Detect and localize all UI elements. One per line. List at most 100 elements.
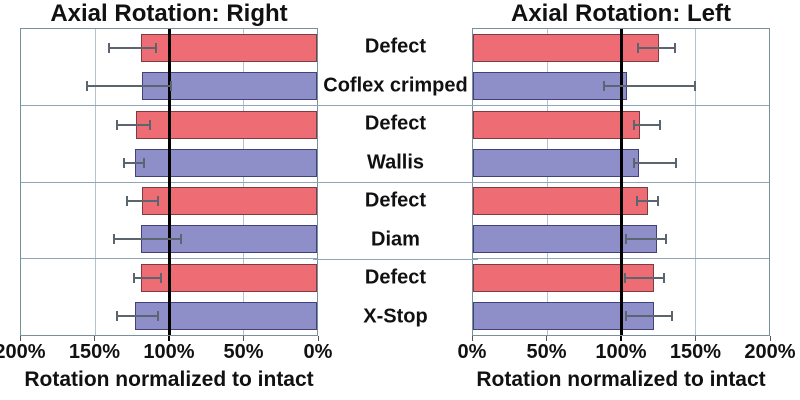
error-bar-cap-low	[123, 157, 126, 168]
chart-title-axial-rotation-right: Axial Rotation: Right	[50, 0, 288, 27]
x-axis-right-rotation: 200% 150% 100% 50% 0%	[0, 336, 332, 366]
error-bar-cap-high	[675, 157, 678, 168]
group-separator	[313, 104, 478, 106]
bar-x-stop	[473, 301, 654, 330]
error-bar-cap-low	[115, 119, 118, 130]
error-bar-line	[126, 200, 159, 203]
group-separator	[313, 258, 478, 260]
error-bar-cap-high	[694, 81, 697, 92]
error-bar-cap-high	[149, 119, 152, 130]
bar-defect	[136, 110, 317, 139]
row-label-x-stop: X-Stop	[363, 305, 428, 328]
x-axis-left-rotation: 0% 50% 100% 150% 200%	[458, 336, 796, 366]
error-bar-line	[133, 276, 162, 279]
error-bar-line	[632, 123, 661, 126]
row-label-coflex-crimped: Coflex crimped	[323, 74, 468, 97]
error-bar	[635, 196, 660, 207]
bar-coflex-crimped	[473, 72, 627, 101]
error-bar-cap-low	[623, 272, 626, 283]
error-bar	[123, 157, 146, 168]
error-bar-cap-high	[663, 272, 666, 283]
bar-defect	[473, 110, 641, 139]
error-bar-cap-low	[632, 157, 635, 168]
error-bar-cap-low	[625, 310, 628, 321]
error-bar-line	[115, 314, 159, 317]
error-bar-line	[603, 85, 697, 88]
x-tick-mark	[19, 336, 21, 341]
error-bar-cap-low	[635, 196, 638, 207]
x-tick-mark	[243, 336, 244, 341]
bar-defect	[473, 263, 654, 292]
error-bar	[603, 81, 697, 92]
error-bar	[86, 81, 172, 92]
plot-inner-left-rotation	[473, 29, 769, 335]
error-bar-cap-low	[625, 234, 628, 245]
error-bar-cap-low	[126, 196, 129, 207]
error-bar-line	[86, 85, 172, 88]
x-tick-mark	[769, 336, 771, 341]
x-tick-label: 200%	[0, 341, 46, 363]
x-tick-label: 50%	[526, 341, 567, 363]
error-bar	[112, 234, 183, 245]
bar-wallis	[134, 148, 317, 177]
row-label-defect: Defect	[364, 35, 427, 58]
x-tick-mark	[546, 336, 547, 341]
error-bar	[115, 119, 152, 130]
error-bar-line	[635, 200, 660, 203]
error-bar	[637, 43, 676, 54]
error-bar-line	[625, 238, 667, 241]
bar-defect	[473, 187, 648, 216]
error-bar-cap-high	[155, 43, 158, 54]
error-bar	[623, 272, 666, 283]
error-bar	[108, 43, 158, 54]
error-bar	[625, 310, 673, 321]
x-tick-label: 150%	[669, 341, 722, 363]
error-bar-cap-low	[115, 310, 118, 321]
x-tick-label: 150%	[68, 341, 121, 363]
error-bar-cap-high	[156, 196, 159, 207]
error-bar-cap-low	[133, 272, 136, 283]
error-bar-line	[112, 238, 183, 241]
x-tick-mark	[471, 336, 473, 341]
chart-title-axial-rotation-left: Axial Rotation: Left	[511, 0, 731, 27]
x-tick-mark	[94, 336, 95, 341]
error-bar-cap-high	[159, 272, 162, 283]
x-tick-mark	[620, 336, 622, 341]
error-bar-cap-high	[673, 43, 676, 54]
error-bar-line	[123, 161, 146, 164]
error-bar-cap-low	[603, 81, 606, 92]
error-bar-cap-high	[658, 119, 661, 130]
error-bar-line	[623, 276, 666, 279]
x-tick-label: 100%	[595, 341, 647, 363]
error-bar-cap-low	[108, 43, 111, 54]
plot-inner-right-rotation	[21, 29, 317, 335]
reference-line-100pct	[619, 29, 623, 335]
row-label-wallis: Wallis	[366, 151, 425, 174]
error-bar-cap-low	[112, 234, 115, 245]
x-tick-mark	[317, 336, 319, 341]
error-bar-cap-high	[180, 234, 183, 245]
error-bar	[625, 234, 667, 245]
plot-area-right-rotation	[20, 28, 318, 336]
error-bar-line	[637, 47, 676, 50]
error-bar-cap-low	[86, 81, 89, 92]
error-bar	[632, 157, 678, 168]
bar-defect	[473, 34, 660, 63]
error-bar-cap-high	[670, 310, 673, 321]
error-bar-cap-high	[156, 310, 159, 321]
bar-defect	[142, 187, 317, 216]
x-tick-mark	[168, 336, 170, 341]
bar-x-stop	[134, 301, 317, 330]
reference-line-100pct	[167, 29, 171, 335]
x-axis-label-right-rotation: Rotation normalized to intact	[24, 368, 314, 391]
error-bar	[126, 196, 159, 207]
row-label-defect: Defect	[364, 189, 427, 212]
row-label-diam: Diam	[371, 228, 420, 251]
error-bar-line	[115, 123, 152, 126]
center-row-labels: Defect Coflex crimped Defect Wallis Defect Di…	[313, 28, 478, 336]
error-bar-cap-high	[664, 234, 667, 245]
x-tick-label: 0%	[303, 341, 333, 363]
error-bar	[115, 310, 159, 321]
error-bar-line	[108, 47, 158, 50]
